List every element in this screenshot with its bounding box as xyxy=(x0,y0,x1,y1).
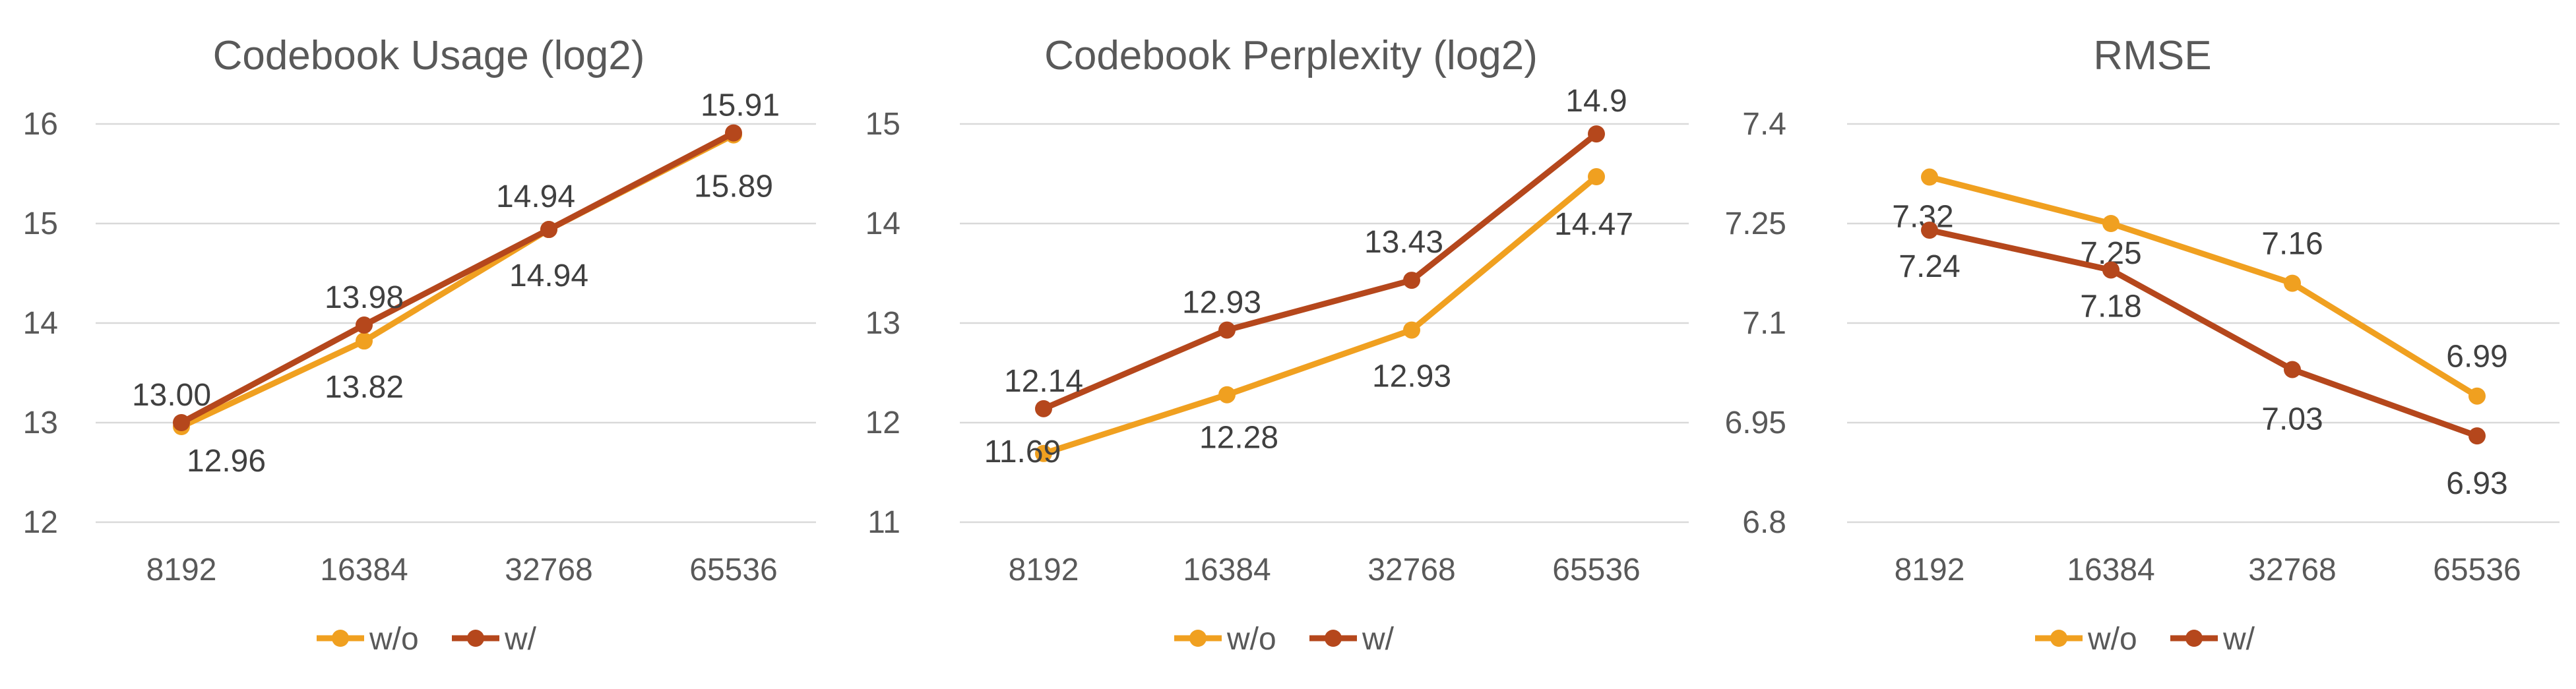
legend-swatch-marker xyxy=(1325,630,1342,647)
data-label: 12.93 xyxy=(1372,359,1451,394)
data-point xyxy=(2284,274,2301,292)
legend-label: w/ xyxy=(2222,622,2255,657)
legend-swatch-marker xyxy=(1189,630,1207,647)
legend-label: w/o xyxy=(2087,622,2137,657)
chart-title: RMSE xyxy=(2093,33,2211,78)
data-point xyxy=(1921,222,1938,239)
legend-swatch-marker xyxy=(2050,630,2067,647)
chart-panel: RMSE 6.8 6.95 7.1 7.25 7.4 8192 16384 32768 65536… xyxy=(1725,33,2560,657)
x-tick-label: 16384 xyxy=(2067,553,2154,587)
data-label: 14.47 xyxy=(1554,207,1633,242)
data-point xyxy=(356,316,373,334)
y-tick-label: 12 xyxy=(23,505,58,540)
legend: w/o w/ xyxy=(2035,622,2255,657)
x-tick-label: 65536 xyxy=(1552,553,1640,587)
data-label: 13.00 xyxy=(132,378,211,413)
x-tick-label: 65536 xyxy=(689,553,777,587)
y-tick-label: 11 xyxy=(867,505,900,540)
y-tick-label: 14 xyxy=(865,206,900,241)
x-tick-label: 16384 xyxy=(1183,553,1271,587)
series-line xyxy=(1040,173,1600,457)
x-tick-label: 32768 xyxy=(2248,553,2336,587)
series-line xyxy=(1926,174,2480,400)
legend-label: w/o xyxy=(1226,622,1276,657)
chart-title: Codebook Usage (log2) xyxy=(213,33,645,78)
data-point xyxy=(173,414,190,431)
data-label: 12.14 xyxy=(1004,364,1083,399)
data-point xyxy=(356,332,373,350)
data-label: 15.91 xyxy=(701,88,780,123)
data-label: 12.96 xyxy=(187,444,266,479)
legend-swatch-marker xyxy=(332,630,349,647)
y-tick-label: 7.1 xyxy=(1742,306,1786,341)
series-line xyxy=(1040,131,1600,412)
y-tick-label: 7.4 xyxy=(1742,107,1786,142)
data-point xyxy=(2468,427,2486,445)
y-tick-label: 16 xyxy=(23,107,58,142)
legend: w/o w/ xyxy=(1174,622,1395,657)
legend-label: w/ xyxy=(1362,622,1395,657)
x-tick-label: 65536 xyxy=(2433,553,2521,587)
data-label: 12.28 xyxy=(1199,421,1278,456)
series-line xyxy=(178,130,737,426)
data-point xyxy=(725,124,742,142)
data-point xyxy=(2468,387,2486,405)
y-tick-label: 6.95 xyxy=(1725,405,1786,440)
legend-label: w/o xyxy=(369,622,419,657)
data-label: 7.18 xyxy=(2080,289,2141,324)
chart-panel: Codebook Usage (log2) 12 13 14 15 16 8192 16384… xyxy=(23,33,816,657)
y-tick-label: 6.8 xyxy=(1742,505,1786,540)
y-tick-label: 12 xyxy=(865,405,900,440)
data-label: 13.82 xyxy=(325,370,404,405)
data-point xyxy=(1035,400,1052,417)
x-tick-label: 8192 xyxy=(1009,553,1079,587)
data-label: 6.99 xyxy=(2446,340,2507,374)
data-label: 6.93 xyxy=(2446,466,2507,501)
legend-swatch-marker xyxy=(467,630,484,647)
x-tick-label: 16384 xyxy=(320,553,408,587)
y-tick-label: 13 xyxy=(23,405,58,440)
data-point xyxy=(1403,321,1420,339)
legend: w/o w/ xyxy=(317,622,537,657)
series-line xyxy=(1926,227,2480,439)
chart-title: Codebook Perplexity (log2) xyxy=(1044,33,1538,78)
data-point xyxy=(1588,168,1605,186)
legend-label: w/ xyxy=(504,622,537,657)
data-label: 15.89 xyxy=(694,169,773,204)
data-label: 7.24 xyxy=(1899,249,1960,284)
y-tick-label: 13 xyxy=(865,306,900,341)
data-label: 12.93 xyxy=(1182,285,1261,320)
data-point xyxy=(2102,215,2120,232)
data-point xyxy=(1218,386,1236,404)
y-tick-label: 15 xyxy=(865,107,900,142)
x-tick-label: 32768 xyxy=(505,553,592,587)
x-tick-label: 8192 xyxy=(146,553,217,587)
data-point xyxy=(1588,125,1605,143)
legend-swatch-marker xyxy=(2185,630,2203,647)
data-point xyxy=(1921,168,1938,186)
data-label: 13.43 xyxy=(1364,225,1443,260)
chart-panel: Codebook Perplexity (log2) 11 12 13 14 15 8192… xyxy=(865,33,1689,657)
data-label: 14.94 xyxy=(496,179,575,214)
x-tick-label: 8192 xyxy=(1895,553,1965,587)
data-label: 14.9 xyxy=(1565,84,1627,119)
data-label: 7.03 xyxy=(2261,402,2323,436)
data-point xyxy=(1035,444,1052,462)
data-point xyxy=(1403,272,1420,289)
y-tick-label: 15 xyxy=(23,206,58,241)
data-label: 13.98 xyxy=(325,280,404,315)
x-tick-label: 32768 xyxy=(1367,553,1455,587)
data-point xyxy=(2102,261,2120,279)
data-label: 11.69 xyxy=(984,434,1061,469)
data-label: 14.94 xyxy=(509,258,588,293)
data-point xyxy=(540,221,557,239)
y-tick-label: 14 xyxy=(23,306,58,341)
y-tick-label: 7.25 xyxy=(1725,206,1786,241)
data-label: 7.16 xyxy=(2261,227,2323,262)
data-point xyxy=(1218,321,1236,339)
data-point xyxy=(2284,361,2301,378)
